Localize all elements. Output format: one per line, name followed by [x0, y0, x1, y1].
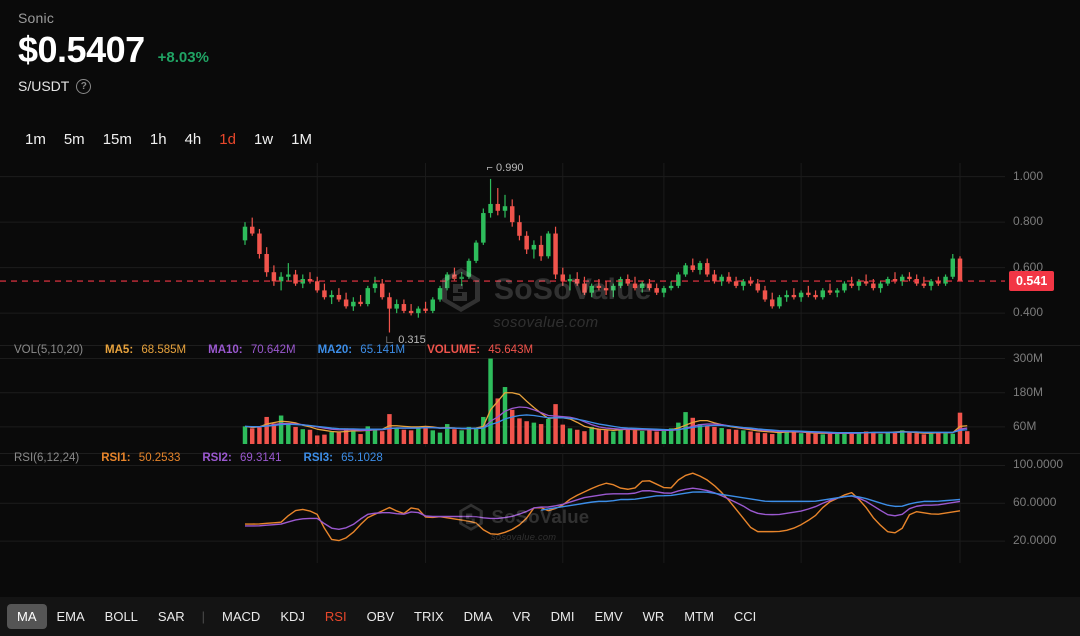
volume_panel-title: VOL(5,10,20) — [14, 344, 84, 356]
panel-divider-2 — [0, 453, 1080, 454]
price-tick-0.800: 0.800 — [1013, 214, 1044, 229]
low-annotation: ∟ 0.315 — [384, 334, 426, 347]
indicator-btn-macd[interactable]: MACD — [222, 609, 261, 624]
price-panel: ⌐ 0.990 ∟ 0.315 — [0, 161, 1005, 347]
indicator-btn-mtm[interactable]: MTM — [684, 609, 714, 624]
indicator-btn-obv[interactable]: OBV — [366, 609, 395, 624]
rsi_panel-item-rsi1: RSI1: 50.2533 — [101, 452, 180, 464]
legend-key: RSI1: — [101, 452, 131, 464]
indicator-btn-cci[interactable]: CCI — [733, 609, 757, 624]
volume-panel: VOL(5,10,20) MA5: 68.585M MA10: 70.642M MA2… — [0, 344, 1005, 447]
volume-tick-60M: 60M — [1013, 418, 1037, 433]
rsi_panel-item-rsi3: RSI3: 65.1028 — [304, 452, 383, 464]
volume_panel-item-ma10: MA10: 70.642M — [208, 344, 295, 356]
rsi-svg[interactable] — [0, 453, 1005, 563]
legend-key: RSI2: — [202, 452, 232, 464]
indicator-btn-ma[interactable]: MA — [7, 604, 47, 629]
indicator-btn-emv[interactable]: EMV — [594, 609, 623, 624]
chart-area: SoSoValue sosovalue.com SoSoValue sosova… — [0, 161, 1080, 589]
indicator-btn-boll[interactable]: BOLL — [104, 609, 138, 624]
legend-value: 50.2533 — [135, 452, 181, 464]
trading-pair: S/USDT — [18, 78, 70, 94]
indicator-toolbar: MA EMA BOLL SAR | MACD KDJ RSI OBV TRIX DMA VR DMI EM… — [0, 597, 1080, 636]
legend-key: MA10: — [208, 344, 243, 356]
indicator-btn-wr[interactable]: WR — [642, 609, 665, 624]
price-change-percent: +8.03% — [157, 49, 209, 66]
timeframe-5m[interactable]: 5m — [63, 130, 85, 148]
rsi_panel-title: RSI(6,12,24) — [14, 452, 80, 464]
indicator-btn-ema[interactable]: EMA — [56, 609, 85, 624]
legend-key: MA5: — [105, 344, 134, 356]
timeframe-1h[interactable]: 1h — [149, 130, 167, 148]
timeframe-1M[interactable]: 1M — [291, 130, 312, 148]
volume_panel-item-volume: VOLUME: 45.643M — [427, 344, 533, 356]
rsi_panel-item-rsi2: RSI2: 69.3141 — [202, 452, 281, 464]
timeframe-1d[interactable]: 1d — [219, 130, 236, 148]
volume-tick-300M: 300M — [1013, 350, 1044, 365]
indicator-btn-dmi[interactable]: DMI — [550, 609, 575, 624]
legend-key: RSI3: — [303, 452, 333, 464]
volume_panel-item-ma5: MA5: 68.585M — [105, 344, 186, 356]
price-row: $0.5407 +8.03% — [18, 29, 209, 71]
timeframe-tabs: 1m 5m 15m 1h 4h 1d 1w 1M — [0, 124, 321, 154]
indicator-btn-sar[interactable]: SAR — [157, 609, 185, 624]
volume-legend: VOL(5,10,20) MA5: 68.585M MA10: 70.642M MA2… — [14, 344, 555, 356]
legend-value: 65.1028 — [337, 452, 383, 464]
legend-value: 68.585M — [138, 344, 187, 356]
timeframe-1w[interactable]: 1w — [253, 130, 274, 148]
legend-value: 69.3141 — [236, 452, 282, 464]
legend-value: 70.642M — [247, 344, 296, 356]
current-price-tag: 0.541 — [1009, 271, 1055, 292]
toolbar-divider: | — [201, 609, 206, 624]
rsi-tick-60.0000: 60.0000 — [1013, 495, 1057, 510]
legend-key: VOLUME: — [427, 344, 481, 356]
price-tick-0.600: 0.600 — [1013, 259, 1044, 274]
pair-row: S/USDT ? — [18, 78, 92, 94]
question-circle-icon[interactable]: ? — [76, 78, 92, 94]
timeframe-15m[interactable]: 15m — [102, 130, 132, 148]
indicator-btn-vr[interactable]: VR — [512, 609, 531, 624]
header: Sonic $0.5407 +8.03% S/USDT ? — [0, 0, 1080, 112]
volume_panel-item-ma20: MA20: 65.141M — [318, 344, 405, 356]
indicator-btn-trix[interactable]: TRIX — [414, 609, 444, 624]
legend-key: MA20: — [317, 344, 353, 356]
indicator-btn-dma[interactable]: DMA — [463, 609, 493, 624]
y-axis-column: 0.541 1.000 0.800 0.600 0.400 300M 180M 60M 100… — [1005, 163, 1080, 589]
price-tick-0.400: 0.400 — [1013, 305, 1044, 320]
rsi-tick-100.0000: 100.0000 — [1013, 457, 1064, 472]
coin-name: Sonic — [18, 10, 55, 26]
candlestick-svg[interactable] — [0, 163, 1005, 345]
volume-svg[interactable] — [0, 345, 1005, 447]
timeframe-4h[interactable]: 4h — [184, 130, 202, 148]
price-tick-1.000: 1.000 — [1013, 168, 1044, 183]
high-annotation: ⌐ 0.990 — [486, 161, 524, 174]
current-price: $0.5407 — [18, 29, 145, 70]
rsi-legend: RSI(6,12,24) RSI1: 50.2533 RSI2: 69.3141 RS… — [14, 452, 405, 464]
panel-divider-1 — [0, 345, 1080, 346]
legend-value: 65.141M — [357, 344, 406, 356]
volume-tick-180M: 180M — [1013, 384, 1044, 399]
rsi-tick-20.0000: 20.0000 — [1013, 533, 1057, 548]
timeframe-1m[interactable]: 1m — [25, 130, 46, 148]
rsi-panel: RSI(6,12,24) RSI1: 50.2533 RSI2: 69.3141 RS… — [0, 452, 1005, 563]
indicator-btn-kdj[interactable]: KDJ — [280, 609, 305, 624]
indicator-btn-rsi[interactable]: RSI — [324, 609, 347, 624]
legend-value: 45.643M — [485, 344, 534, 356]
